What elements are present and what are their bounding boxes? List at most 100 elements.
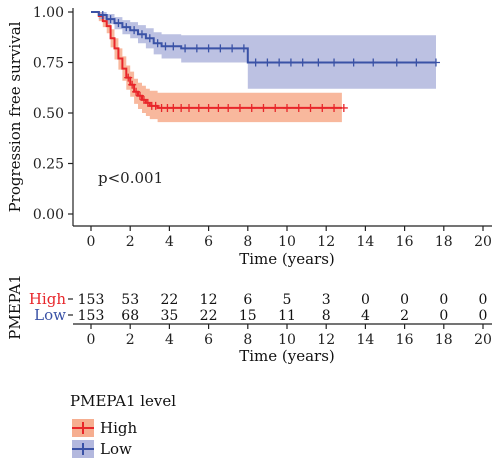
risk-count-high: 22 (160, 292, 178, 308)
survival-plot: 0.00 0.25 0.50 0.75 1.00 0 2 4 6 8 10 12 14 16 18 20 P… (6, 5, 492, 268)
x-tick-label: 12 (317, 234, 335, 250)
y-tick-label: 0.25 (33, 157, 64, 173)
x-tick-label: 8 (243, 234, 252, 250)
risk-x-tick-label: 14 (356, 332, 374, 348)
censor-mark-high (204, 103, 213, 112)
censor-mark-low (192, 44, 201, 53)
censor-mark-low (216, 44, 225, 53)
censor-mark-low (98, 11, 107, 20)
risk-x-tick-label: 16 (396, 332, 414, 348)
risk-count-low: 22 (200, 308, 218, 324)
risk-count-low: 153 (78, 308, 105, 324)
censor-mark-low (204, 44, 213, 53)
censor-mark-high (124, 73, 133, 82)
risk-count-low: 0 (439, 308, 448, 324)
risk-count-low: 68 (121, 308, 139, 324)
censor-mark-high (224, 103, 233, 112)
risk-count-low: 4 (361, 308, 370, 324)
y-axis-ticks: 0.00 0.25 0.50 0.75 1.00 (33, 5, 73, 223)
censor-mark-high (283, 103, 291, 112)
risk-count-high: 0 (361, 292, 370, 308)
censor-mark-high (330, 103, 339, 112)
censor-mark-low (161, 42, 170, 51)
censor-mark-low (106, 15, 115, 24)
curve-low (91, 11, 436, 64)
risk-count-high: 153 (78, 292, 105, 308)
x-tick-label: 2 (126, 234, 135, 250)
censor-mark-high (235, 103, 244, 112)
censor-mark-high (271, 103, 280, 112)
legend-title: PMEPA1 level (70, 392, 176, 410)
legend-key-high (72, 422, 94, 434)
censor-mark-low (137, 30, 146, 39)
y-tick-label: 0.50 (33, 106, 64, 122)
censor-marks (98, 11, 440, 112)
censor-mark-high (306, 103, 315, 112)
censor-mark-low (114, 19, 123, 28)
legend-label-low: Low (100, 440, 132, 458)
censor-mark-low (314, 58, 323, 67)
risk-table-y-title: PMEPA1 (6, 274, 24, 340)
risk-x-tick-label: 0 (87, 332, 96, 348)
censor-mark-high (318, 103, 327, 112)
censor-mark-low (251, 58, 260, 67)
risk-count-high: 12 (200, 292, 218, 308)
risk-count-high: 6 (243, 292, 252, 308)
censor-mark-high (339, 103, 348, 112)
legend-key-low (72, 443, 94, 455)
x-axis-title: Time (years) (239, 250, 335, 268)
risk-x-tick-label: 6 (204, 332, 213, 348)
censor-mark-low (130, 26, 139, 35)
censor-mark-low (263, 58, 272, 67)
censor-mark-low (349, 58, 358, 67)
risk-row-label-low: Low (34, 306, 66, 324)
risk-count-high: 0 (479, 292, 488, 308)
censor-mark-low (330, 58, 339, 67)
y-tick-label: 0.00 (33, 207, 64, 223)
risk-count-low: 11 (278, 308, 296, 324)
censor-mark-high (128, 80, 137, 89)
y-tick-label: 0.75 (33, 56, 64, 72)
risk-x-tick-label: 12 (317, 332, 335, 348)
risk-count-low: 2 (400, 308, 409, 324)
censor-mark-low (369, 58, 378, 67)
censor-mark-high (194, 103, 203, 112)
x-tick-label: 10 (278, 234, 296, 250)
censor-mark-low (122, 23, 131, 32)
risk-count-high: 3 (322, 292, 331, 308)
x-tick-label: 14 (356, 234, 374, 250)
censor-mark-high (169, 103, 178, 112)
risk-count-low: 35 (160, 308, 178, 324)
x-tick-label: 20 (474, 234, 492, 250)
censor-mark-low (392, 58, 401, 67)
censor-mark-high (136, 91, 144, 100)
band-low (91, 12, 436, 89)
risk-count-high: 53 (121, 292, 139, 308)
censor-mark-low (431, 58, 440, 67)
x-tick-label: 18 (435, 234, 453, 250)
censor-mark-low (239, 44, 248, 53)
risk-table-x-ticks: 0 2 4 6 8 10 12 14 16 18 20 (87, 324, 492, 348)
y-tick-label: 1.00 (33, 5, 64, 21)
censor-mark-low (181, 44, 190, 53)
censor-mark-low (153, 39, 162, 48)
risk-count-low: 8 (322, 308, 331, 324)
censor-mark-high (247, 103, 256, 112)
risk-x-tick-label: 18 (435, 332, 453, 348)
censor-mark-high (132, 87, 141, 96)
censor-mark-high (294, 103, 303, 112)
risk-count-high: 0 (400, 292, 409, 308)
censor-mark-low (228, 44, 237, 53)
risk-table-x-title: Time (years) (239, 347, 335, 365)
y-axis-title: Progression free survival (6, 21, 24, 212)
confidence-bands (91, 12, 436, 123)
x-tick-label: 6 (204, 234, 213, 250)
censor-mark-high (259, 103, 268, 112)
x-tick-label: 16 (396, 234, 414, 250)
censor-mark-low (275, 58, 284, 67)
risk-x-tick-label: 4 (165, 332, 174, 348)
censor-mark-low (145, 34, 154, 43)
legend-entries: High Low (72, 419, 137, 458)
